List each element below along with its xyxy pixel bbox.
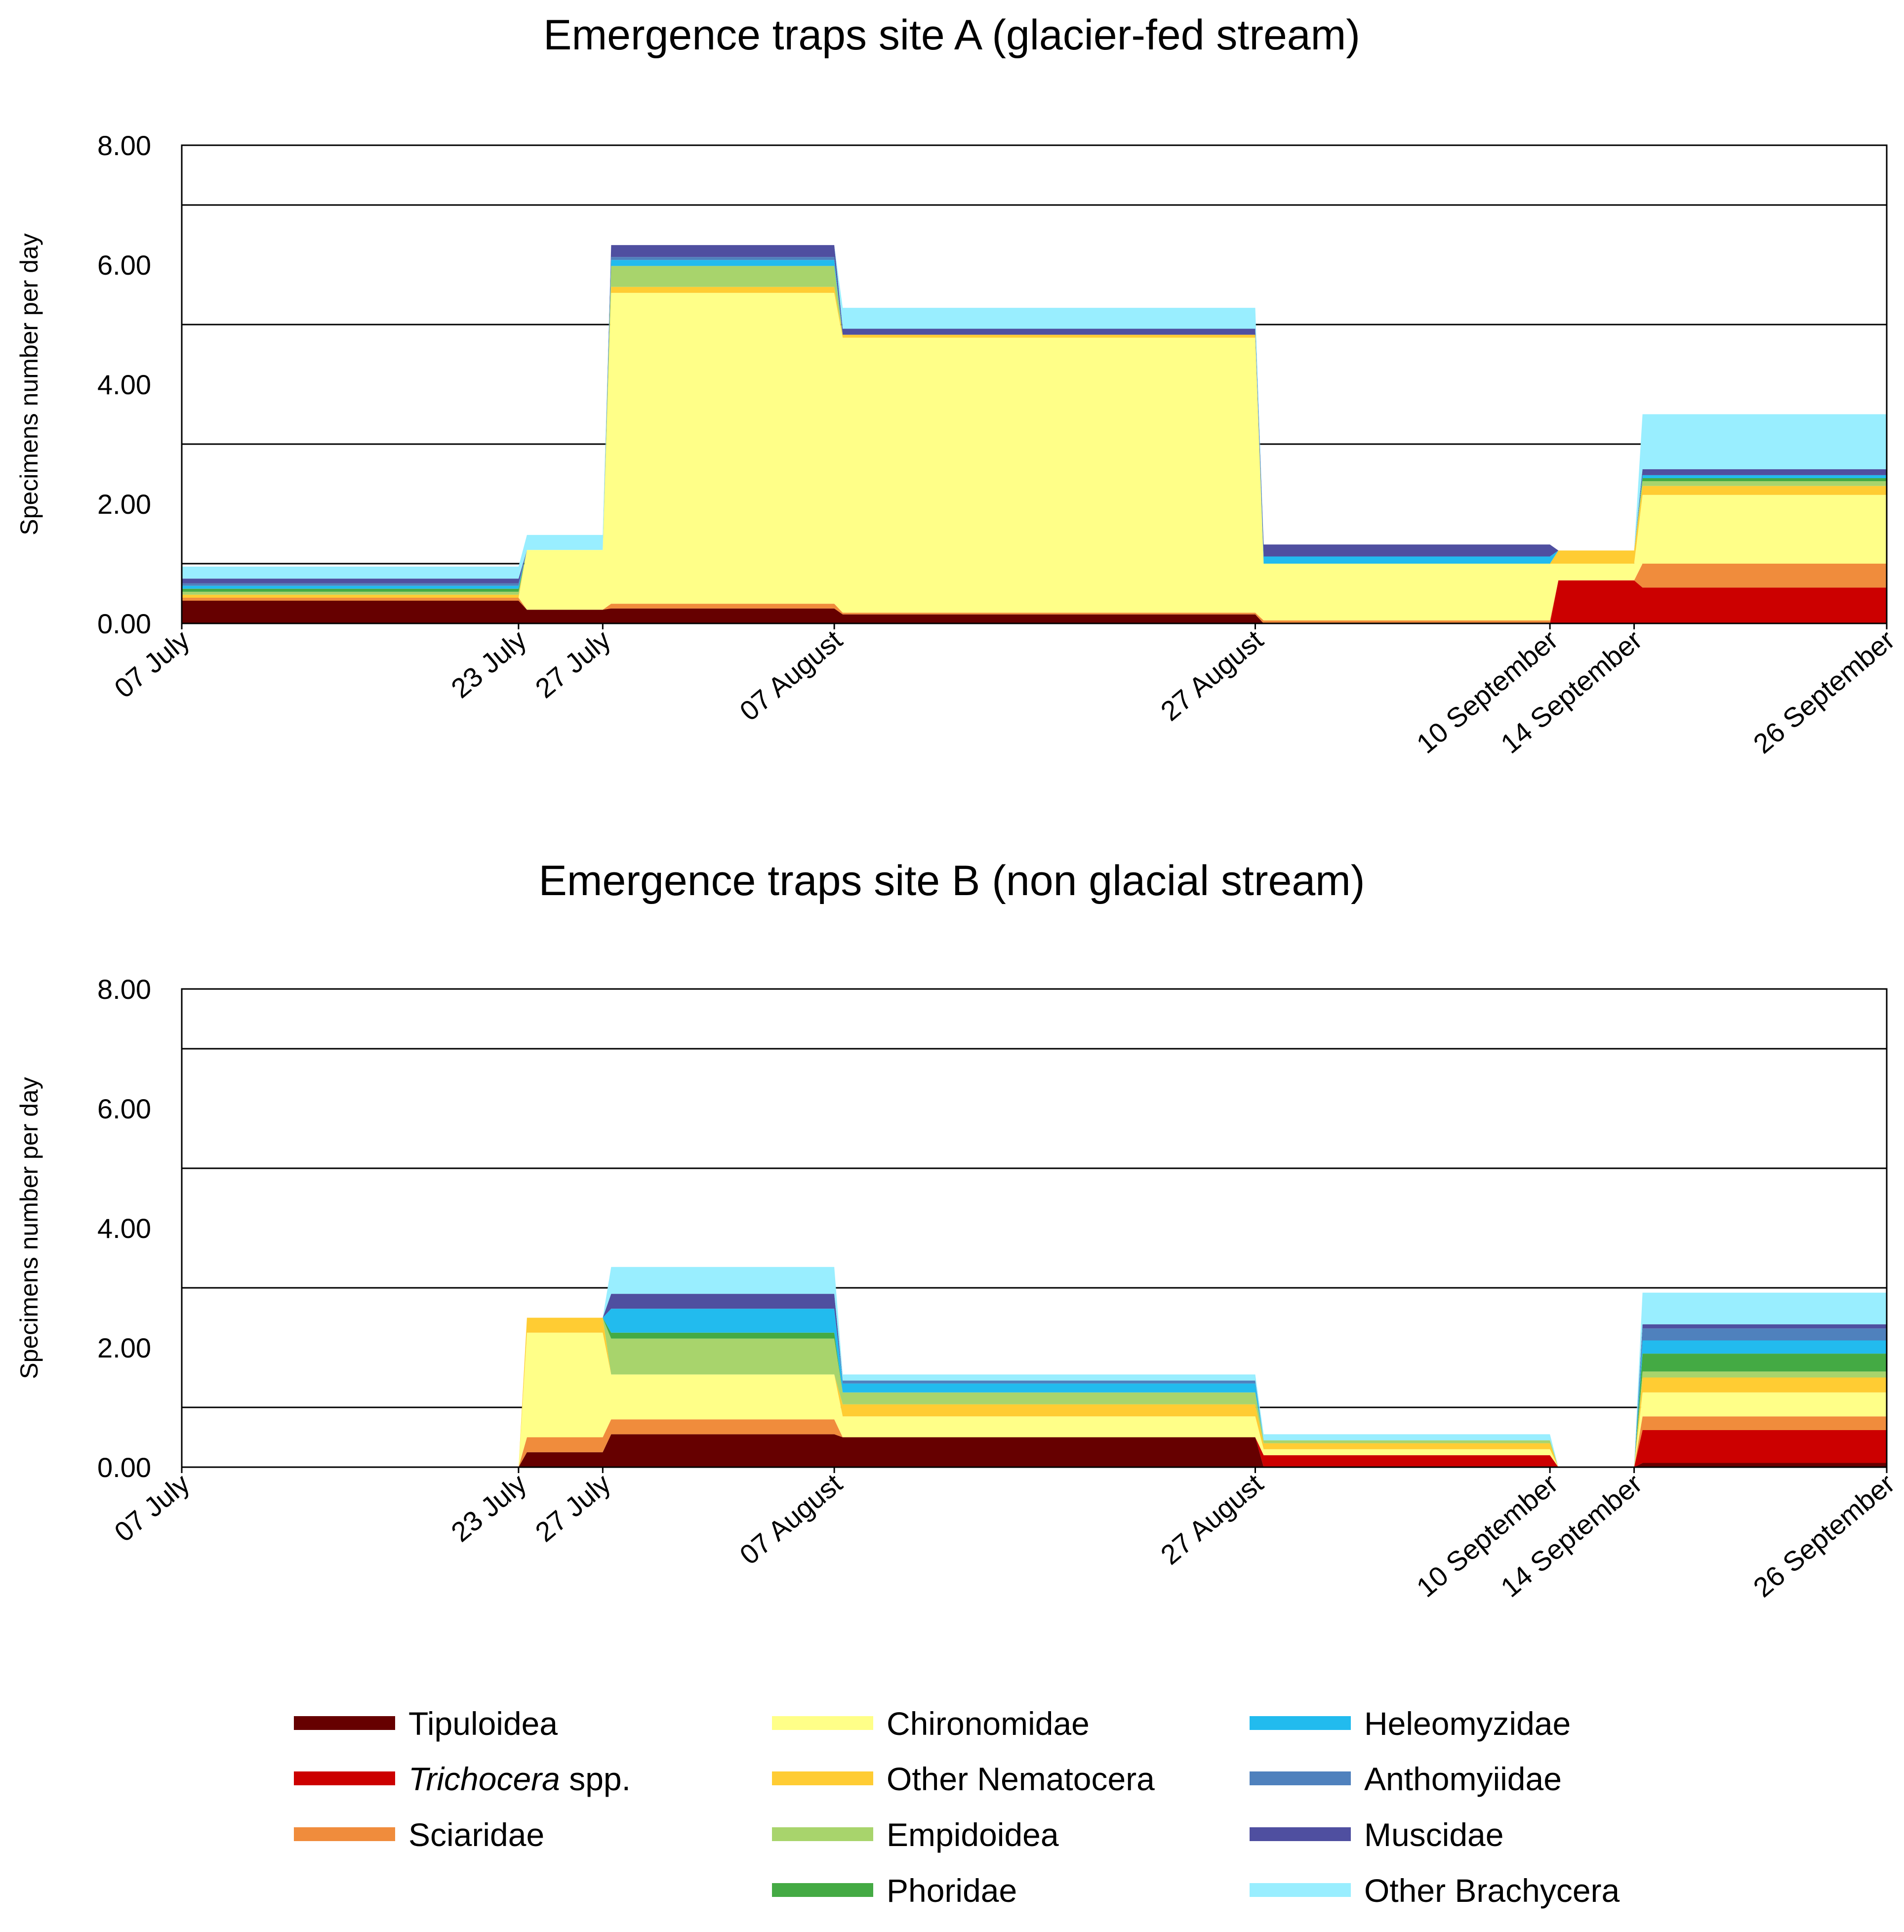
y-tick-label: 8.00 — [97, 130, 151, 161]
legend-swatch — [1250, 1771, 1351, 1785]
legend-label: Anthomyiidae — [1364, 1761, 1562, 1797]
legend-item-chironomidae: Chironomidae — [772, 1705, 1090, 1742]
chart-title: Emergence traps site A (glacier-fed stre… — [543, 11, 1360, 59]
x-tick-label: 23 July — [445, 1468, 532, 1548]
y-tick-label: 0.00 — [97, 1452, 151, 1483]
legend-swatch — [294, 1716, 395, 1730]
x-tick-label: 07 August — [734, 624, 849, 727]
legend-label: Chironomidae — [887, 1705, 1090, 1742]
legend-swatch — [1250, 1827, 1351, 1841]
legend-label: Heleomyzidae — [1364, 1705, 1571, 1742]
legend-label: Other Brachycera — [1364, 1872, 1620, 1909]
area-tipuloidea — [182, 1434, 1887, 1467]
plot-frame — [181, 988, 1888, 1468]
chart-title: Emergence traps site B (non glacial stre… — [539, 857, 1365, 904]
y-tick-label: 2.00 — [97, 489, 151, 520]
x-tick-label: 27 August — [1155, 1468, 1269, 1571]
area-chironomidae — [182, 292, 1887, 620]
x-tick-label: 14 September — [1495, 1468, 1648, 1603]
x-tick-label: 14 September — [1495, 624, 1648, 759]
area-sciaridae — [182, 1416, 1887, 1467]
legend-label: Tipuloidea — [408, 1705, 558, 1742]
area-heleomyzidae — [182, 1309, 1887, 1467]
legend-swatch — [772, 1716, 873, 1730]
y-tick-label: 4.00 — [97, 1213, 151, 1244]
x-tick-label: 27 July — [529, 1468, 616, 1548]
x-tick-label: 07 August — [734, 1468, 849, 1571]
x-tick-label: 26 September — [1747, 624, 1901, 759]
area-trichocera-spp — [182, 1430, 1887, 1467]
x-tick-label: 27 July — [529, 624, 616, 704]
area-other-brachycera — [182, 245, 1887, 579]
chart-site-a: Emergence traps site A (glacier-fed stre… — [15, 11, 1901, 759]
area-other-nematocera — [182, 1317, 1887, 1467]
legend-item-other-brachycera: Other Brachycera — [1250, 1872, 1620, 1909]
plot-frame — [181, 144, 1888, 624]
legend-item-empidoidea: Empidoidea — [772, 1816, 1059, 1853]
legend-swatch — [772, 1827, 873, 1841]
legend: Tipuloidea Trichocera spp. Sciaridae Chiron… — [294, 1705, 1620, 1909]
y-tick-label: 2.00 — [97, 1332, 151, 1363]
chart-site-b: Emergence traps site B (non glacial stre… — [15, 857, 1901, 1603]
legend-item-anthomyiidae: Anthomyiidae — [1250, 1761, 1562, 1797]
y-tick-label: 6.00 — [97, 1093, 151, 1124]
legend-label: Trichocera spp. — [408, 1761, 631, 1797]
legend-swatch — [772, 1883, 873, 1897]
legend-item-phoridae: Phoridae — [772, 1872, 1017, 1909]
legend-swatch — [294, 1827, 395, 1841]
x-tick-label: 26 September — [1747, 1468, 1901, 1603]
legend-label: Muscidae — [1364, 1816, 1503, 1853]
legend-item-tipuloidea: Tipuloidea — [294, 1705, 558, 1742]
legend-item-trichocera-spp: Trichocera spp. — [294, 1761, 631, 1797]
y-axis-label: Specimens number per day — [15, 233, 43, 535]
area-chironomidae — [182, 1332, 1887, 1467]
y-tick-label: 0.00 — [97, 608, 151, 639]
legend-label: Empidoidea — [887, 1816, 1059, 1853]
legend-label: Sciaridae — [408, 1816, 544, 1853]
legend-swatch — [1250, 1716, 1351, 1730]
area-trichocera-spp — [182, 580, 1887, 623]
legend-swatch — [772, 1771, 873, 1785]
legend-item-muscidae: Muscidae — [1250, 1816, 1503, 1853]
legend-item-other-nematocera: Other Nematocera — [772, 1761, 1155, 1797]
area-tipuloidea — [182, 601, 1887, 623]
legend-swatch — [1250, 1883, 1351, 1897]
y-tick-label: 8.00 — [97, 974, 151, 1005]
x-tick-label: 27 August — [1155, 624, 1269, 727]
x-tick-label: 10 September — [1411, 624, 1564, 759]
legend-label: Other Nematocera — [887, 1761, 1155, 1797]
legend-swatch — [294, 1771, 395, 1785]
legend-label: Phoridae — [887, 1872, 1017, 1909]
y-axis-label: Specimens number per day — [15, 1077, 43, 1379]
legend-item-heleomyzidae: Heleomyzidae — [1250, 1705, 1571, 1742]
y-tick-label: 6.00 — [97, 249, 151, 281]
x-tick-label: 23 July — [445, 624, 532, 704]
y-tick-label: 4.00 — [97, 369, 151, 400]
area-sciaridae — [182, 564, 1887, 623]
x-tick-label: 10 September — [1411, 1468, 1564, 1603]
legend-item-sciaridae: Sciaridae — [294, 1816, 544, 1853]
